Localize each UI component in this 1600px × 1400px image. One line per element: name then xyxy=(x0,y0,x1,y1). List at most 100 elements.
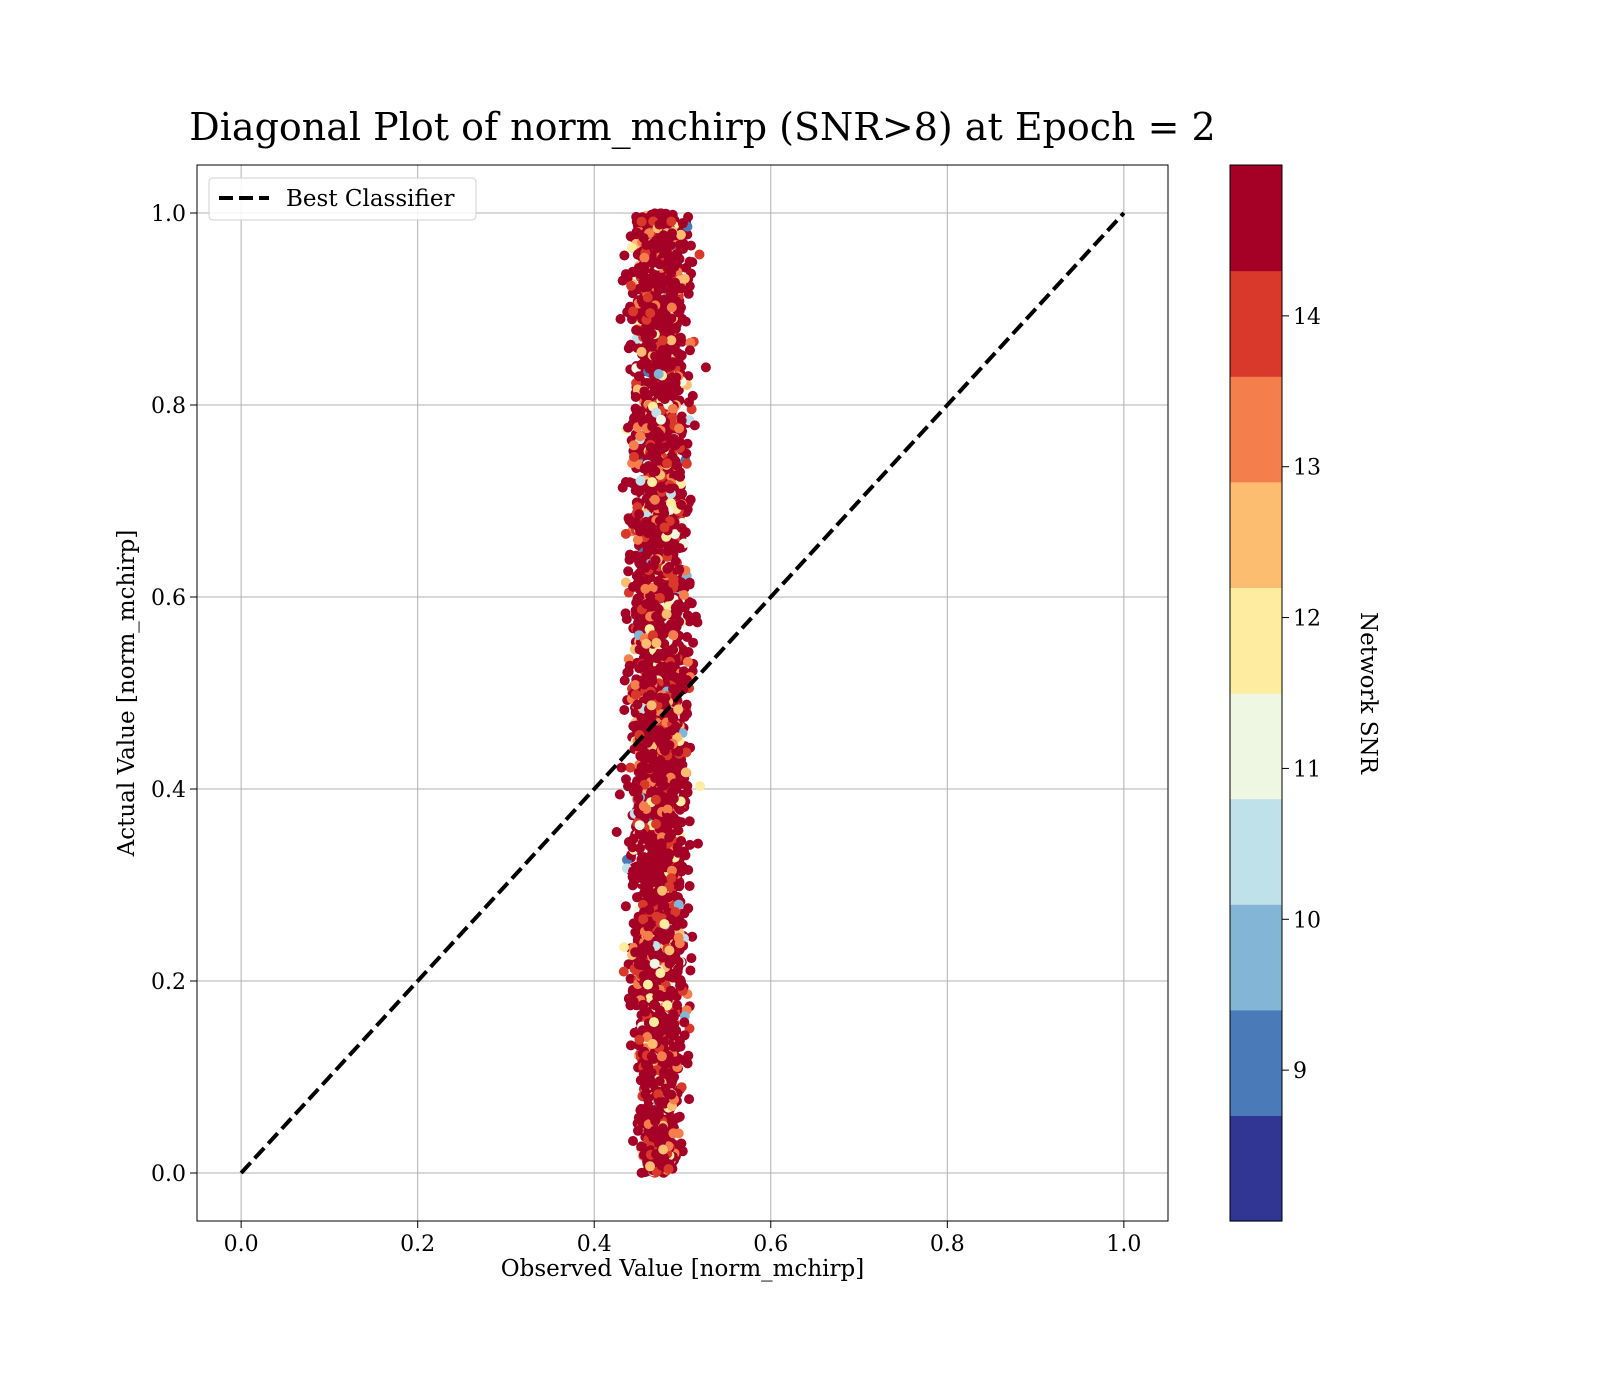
scatter-point xyxy=(634,1034,645,1045)
scatter-point xyxy=(686,953,697,964)
scatter-point xyxy=(681,507,692,518)
scatter-point xyxy=(677,218,688,229)
scatter-point xyxy=(684,816,695,827)
scatter-point xyxy=(677,759,688,770)
scatter-point xyxy=(684,839,695,850)
scatter-point xyxy=(620,577,631,588)
scatter-point xyxy=(682,787,693,798)
scatter-point xyxy=(695,781,705,792)
scatter-point xyxy=(627,842,638,853)
scatter-point xyxy=(663,601,674,612)
scatter-point xyxy=(625,762,636,773)
scatter-point xyxy=(679,1017,690,1028)
scatter-point xyxy=(628,581,639,592)
scatter-point xyxy=(619,675,630,686)
scatter-point xyxy=(676,523,687,534)
scatter-point xyxy=(668,630,679,641)
scatter-point xyxy=(684,281,695,292)
scatter-point xyxy=(627,478,638,489)
scatter-point xyxy=(628,1136,638,1146)
scatter-point xyxy=(658,1144,669,1155)
scatter-point xyxy=(633,371,644,382)
scatter-point xyxy=(668,684,679,694)
scatter-point xyxy=(674,543,685,554)
scatter-point xyxy=(682,656,693,667)
scatter-point xyxy=(640,1089,651,1100)
scatter-point xyxy=(645,590,656,601)
scatter-point xyxy=(647,328,657,339)
scatter-point xyxy=(686,598,697,609)
scatter-point xyxy=(611,827,622,837)
scatter-point xyxy=(685,337,696,348)
scatter-point xyxy=(674,564,685,575)
scatter-point xyxy=(634,509,645,520)
scatter-point xyxy=(685,965,696,976)
scatter-point xyxy=(650,351,661,362)
scatter-point xyxy=(651,652,662,663)
scatter-point xyxy=(677,488,688,499)
scatter-point xyxy=(640,1006,651,1017)
scatter-point xyxy=(681,699,692,710)
scatter-point xyxy=(651,819,662,829)
scatter-point xyxy=(630,927,641,938)
scatter-point xyxy=(668,1041,679,1052)
scatter-point xyxy=(666,302,677,313)
scatter-point xyxy=(684,1094,695,1105)
scatter-point xyxy=(644,763,655,774)
scatter-point xyxy=(684,616,695,627)
scatter-point xyxy=(675,471,686,482)
scatter-point xyxy=(662,1057,673,1068)
scatter-point xyxy=(636,1167,647,1178)
scatter-point xyxy=(673,704,684,715)
scatter-point xyxy=(651,874,662,885)
scatter-point xyxy=(632,534,643,545)
scatter-point xyxy=(630,550,641,561)
scatter-point xyxy=(666,1089,677,1100)
scatter-point xyxy=(679,590,689,600)
scatter-point xyxy=(676,817,687,828)
scatter-point xyxy=(614,789,625,800)
scatter-point xyxy=(681,458,692,469)
scatter-point xyxy=(663,586,674,597)
scatter-point xyxy=(644,905,655,915)
scatter-point xyxy=(646,272,657,283)
scatter-point xyxy=(684,577,695,588)
scatter-point xyxy=(618,966,629,977)
scatter-point xyxy=(638,1069,649,1080)
scatter-point xyxy=(684,881,695,891)
scatter-point xyxy=(615,314,626,324)
scatter-point xyxy=(683,647,694,657)
scatter-point xyxy=(635,431,646,442)
scatter-point xyxy=(670,672,681,683)
scatter-point xyxy=(620,901,631,912)
scatter-point xyxy=(630,947,641,958)
scatter-point xyxy=(681,448,692,459)
scatter-point xyxy=(619,942,630,953)
scatter-point xyxy=(619,250,630,261)
scatter-point xyxy=(648,852,659,863)
scatter-point xyxy=(642,714,653,725)
scatter-point xyxy=(672,1000,683,1011)
scatter-point xyxy=(647,477,658,488)
scatter-point xyxy=(635,475,646,486)
scatter-point xyxy=(644,840,655,851)
scatter-point xyxy=(617,482,628,493)
scatter-point xyxy=(638,914,649,925)
scatter-point xyxy=(671,920,682,931)
scatter-point xyxy=(659,638,670,649)
scatter-point xyxy=(635,843,645,854)
scatter-point xyxy=(682,708,693,719)
scatter-point xyxy=(671,621,682,632)
scatter-point xyxy=(685,494,696,505)
scatter-point xyxy=(700,362,711,373)
scatter-point xyxy=(679,273,690,284)
scatter-point xyxy=(626,242,637,253)
scatter-point xyxy=(658,663,668,674)
scatter-point xyxy=(689,420,700,431)
scatter-point xyxy=(640,1059,651,1070)
scatter-point xyxy=(639,1110,649,1121)
scatter-point xyxy=(630,680,641,690)
scatter-point xyxy=(676,415,687,426)
scatter-point xyxy=(631,720,642,731)
scatter-point xyxy=(685,345,695,356)
